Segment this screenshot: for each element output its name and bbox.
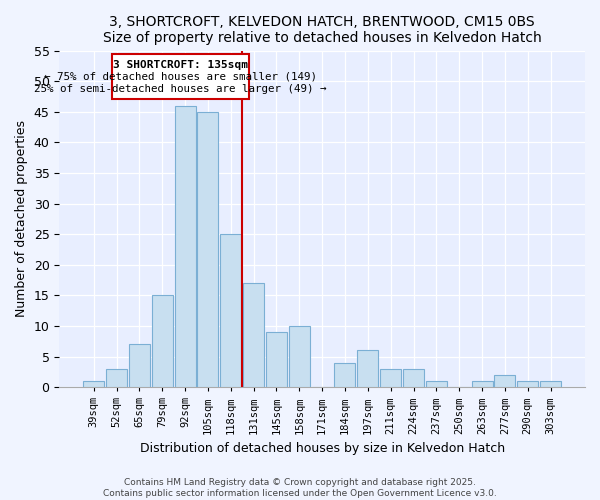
- Bar: [403, 369, 424, 387]
- Text: 25% of semi-detached houses are larger (49) →: 25% of semi-detached houses are larger (…: [34, 84, 327, 94]
- Bar: [289, 326, 310, 387]
- Bar: [152, 296, 173, 387]
- Bar: [472, 381, 493, 387]
- Bar: [83, 381, 104, 387]
- Bar: [334, 362, 355, 387]
- Text: Contains HM Land Registry data © Crown copyright and database right 2025.
Contai: Contains HM Land Registry data © Crown c…: [103, 478, 497, 498]
- Bar: [197, 112, 218, 387]
- Bar: [358, 350, 379, 387]
- Bar: [129, 344, 150, 387]
- Bar: [426, 381, 447, 387]
- X-axis label: Distribution of detached houses by size in Kelvedon Hatch: Distribution of detached houses by size …: [140, 442, 505, 455]
- Bar: [220, 234, 241, 387]
- Bar: [106, 369, 127, 387]
- Text: ← 75% of detached houses are smaller (149): ← 75% of detached houses are smaller (14…: [44, 72, 317, 82]
- Text: 3 SHORTCROFT: 135sqm: 3 SHORTCROFT: 135sqm: [113, 60, 248, 70]
- Title: 3, SHORTCROFT, KELVEDON HATCH, BRENTWOOD, CM15 0BS
Size of property relative to : 3, SHORTCROFT, KELVEDON HATCH, BRENTWOOD…: [103, 15, 542, 45]
- Bar: [243, 283, 264, 387]
- Bar: [494, 375, 515, 387]
- FancyBboxPatch shape: [112, 54, 249, 100]
- Y-axis label: Number of detached properties: Number of detached properties: [15, 120, 28, 318]
- Bar: [175, 106, 196, 387]
- Bar: [540, 381, 561, 387]
- Bar: [517, 381, 538, 387]
- Bar: [380, 369, 401, 387]
- Bar: [266, 332, 287, 387]
